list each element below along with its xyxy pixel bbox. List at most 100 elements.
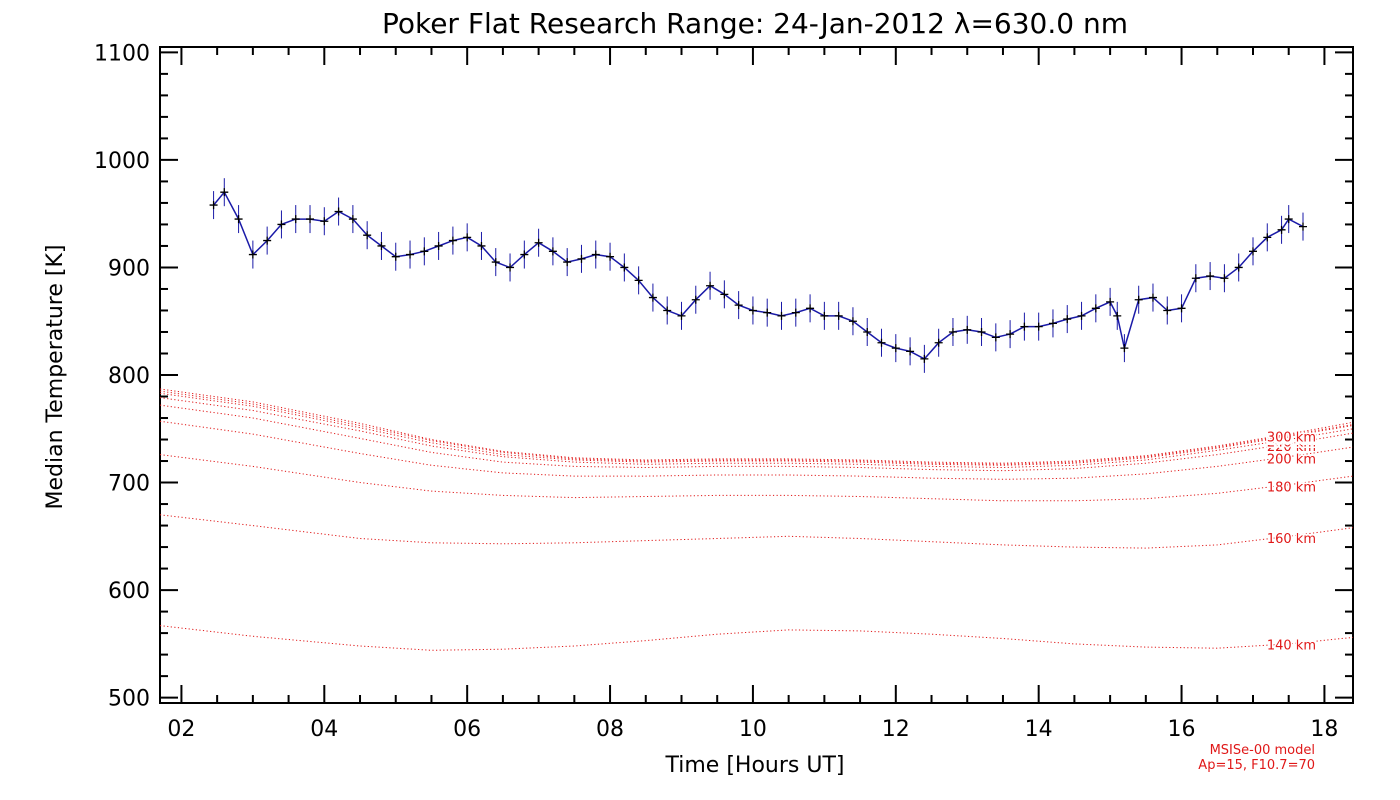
x-tick-label: 18: [1310, 717, 1338, 742]
data-point: [806, 304, 815, 313]
data-point: [1063, 315, 1072, 324]
chart-title: Poker Flat Research Range: 24-Jan-2012 λ…: [382, 7, 1128, 40]
data-point: [706, 281, 715, 290]
measured-series: [209, 178, 1307, 373]
data-point: [963, 325, 972, 334]
x-tick-label: 02: [167, 717, 195, 742]
y-tick-label: 500: [108, 687, 150, 712]
data-point: [734, 301, 743, 310]
data-point: [763, 308, 772, 317]
data-point: [391, 252, 400, 261]
data-point: [1284, 215, 1293, 224]
data-point: [863, 327, 872, 336]
data-point: [920, 354, 929, 363]
data-point: [263, 236, 272, 245]
data-point: [1163, 306, 1172, 315]
data-point: [1220, 274, 1229, 283]
data-point: [534, 238, 543, 247]
data-point: [1077, 311, 1086, 320]
model-curve-label: 140 km: [1267, 639, 1316, 654]
data-point: [948, 327, 957, 336]
data-point: [1006, 330, 1015, 339]
data-point: [234, 215, 243, 224]
data-point: [463, 233, 472, 242]
y-axis-ticks: 500 600 700 800 900 1000 1100: [94, 41, 1353, 712]
data-point: [663, 306, 672, 315]
data-point: [563, 258, 572, 267]
data-point: [1263, 233, 1272, 242]
data-point: [1106, 297, 1115, 306]
measured-line: [213, 190, 1304, 360]
data-point: [1134, 295, 1143, 304]
data-point: [1234, 263, 1243, 272]
data-point: [606, 252, 615, 261]
y-tick-label: 900: [108, 256, 150, 281]
data-point: [277, 220, 286, 229]
data-point: [748, 306, 757, 315]
data-point: [848, 317, 857, 326]
data-point: [448, 236, 457, 245]
model-curve: [159, 625, 1354, 651]
plot-frame: [159, 46, 1354, 704]
model-curve: [159, 454, 1354, 502]
x-axis-ticks: 02 04 06 08 10 12 14 16 18: [167, 47, 1338, 742]
data-point: [720, 290, 729, 299]
data-point: [977, 327, 986, 336]
x-tick-label: 16: [1168, 717, 1196, 742]
data-point: [348, 215, 357, 224]
x-axis-label: Time [Hours UT]: [665, 753, 845, 778]
x-tick-label: 06: [453, 717, 481, 742]
data-point: [1048, 319, 1057, 328]
data-point: [834, 311, 843, 320]
data-point: [334, 207, 343, 216]
data-point: [434, 241, 443, 250]
model-annotation-line2: Ap=15, F10.7=70: [1198, 758, 1315, 773]
model-curve: [159, 392, 1354, 466]
model-curve-label: 180 km: [1267, 480, 1316, 495]
model-curve-label: 300 km: [1267, 431, 1316, 446]
data-point: [677, 311, 686, 320]
data-point: [820, 311, 829, 320]
model-curve-label: 200 km: [1267, 453, 1316, 468]
data-point: [691, 295, 700, 304]
data-point: [1034, 322, 1043, 331]
model-annotation-line1: MSISe-00 model: [1210, 743, 1315, 758]
data-point: [891, 344, 900, 353]
data-point: [1113, 311, 1122, 320]
y-tick-label: 1000: [94, 149, 150, 174]
data-point: [991, 333, 1000, 342]
data-point: [577, 254, 586, 263]
data-point: [377, 241, 386, 250]
data-point: [591, 250, 600, 259]
data-point: [648, 293, 657, 302]
data-point: [791, 308, 800, 317]
data-point: [877, 338, 886, 347]
data-point: [306, 215, 315, 224]
data-point: [620, 263, 629, 272]
x-tick-label: 14: [1025, 717, 1053, 742]
data-point: [320, 217, 329, 226]
model-curve-label: 160 km: [1267, 532, 1316, 547]
data-point: [363, 231, 372, 240]
data-point: [1177, 304, 1186, 313]
x-tick-label: 04: [310, 717, 338, 742]
data-point: [1148, 293, 1157, 302]
data-point: [777, 311, 786, 320]
y-axis-label: Median Temperature [K]: [43, 245, 68, 510]
model-curve: [159, 420, 1354, 480]
y-tick-label: 1100: [94, 41, 150, 66]
data-point: [906, 347, 915, 356]
data-point: [506, 263, 515, 272]
data-point: [1191, 274, 1200, 283]
data-point: [477, 241, 486, 250]
data-point: [1206, 272, 1215, 281]
data-point: [548, 247, 557, 256]
model-curve: [159, 514, 1354, 549]
x-tick-label: 10: [739, 717, 767, 742]
data-point: [1298, 222, 1307, 231]
data-point: [1020, 322, 1029, 331]
model-curve: [159, 388, 1354, 464]
data-point: [491, 258, 500, 267]
